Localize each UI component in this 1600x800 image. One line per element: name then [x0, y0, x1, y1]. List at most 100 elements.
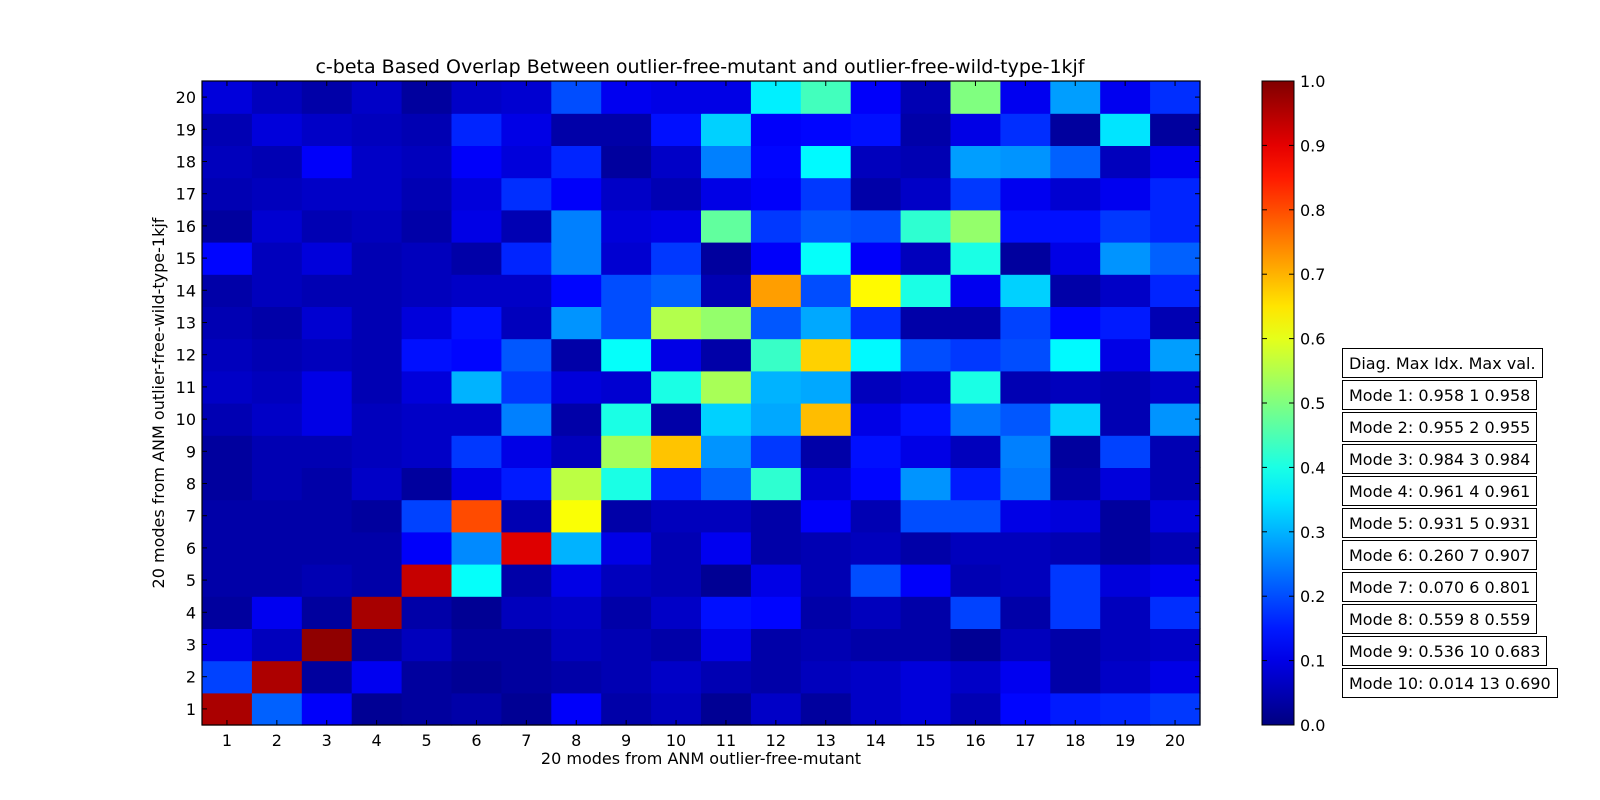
heatmap-cell [202, 338, 253, 372]
heatmap-cell [251, 403, 303, 436]
y-axis-label: 20 modes from ANM outlier-free-wild-type… [149, 217, 168, 588]
heatmap-cell [651, 338, 702, 372]
heatmap-cell [1000, 145, 1051, 179]
heatmap-cell [1100, 403, 1151, 436]
heatmap-cell [651, 499, 702, 533]
heatmap-cell [301, 628, 353, 662]
heatmap-cell [950, 209, 1001, 243]
heatmap-cell [950, 242, 1001, 275]
colorbar-tick-label: 0.9 [1300, 136, 1325, 155]
heatmap-cell [701, 628, 752, 662]
heatmap-cell [202, 403, 253, 436]
heatmap-cell [1000, 467, 1051, 501]
heatmap-cell [351, 209, 403, 243]
y-tick-label: 1 [186, 700, 196, 719]
y-tick-label: 17 [176, 185, 196, 204]
heatmap-cell [950, 628, 1001, 662]
heatmap-cell [251, 564, 303, 597]
heatmap-cell [750, 403, 802, 436]
heatmap-cell [651, 435, 702, 468]
heatmap-cell [651, 242, 702, 275]
legend-row: Mode 3: 0.984 3 0.984 [1342, 444, 1538, 474]
x-axis-label: 20 modes from ANM outlier-free-mutant [541, 749, 861, 768]
heatmap-cell [351, 145, 403, 179]
heatmap-cell [601, 499, 652, 533]
heatmap-cell [750, 113, 802, 146]
heatmap-cell [800, 499, 852, 533]
y-tick-label: 13 [176, 314, 196, 333]
heatmap-cell [1150, 113, 1201, 146]
heatmap-cell [451, 467, 502, 501]
heatmap-cell [451, 403, 502, 436]
heatmap-cell [800, 531, 852, 565]
heatmap-cell [401, 370, 453, 404]
x-tick-label: 14 [865, 731, 885, 750]
heatmap-cell [651, 628, 702, 662]
heatmap-cell [501, 564, 552, 597]
heatmap-cell [202, 145, 253, 179]
heatmap-cell [750, 370, 802, 404]
heatmap-cell [750, 338, 802, 372]
heatmap-cell [1100, 467, 1151, 501]
heatmap-cell [551, 531, 602, 565]
heatmap-cell [1000, 242, 1051, 275]
legend-row: Mode 9: 0.536 10 0.683 [1342, 636, 1548, 666]
heatmap-cell [950, 113, 1001, 146]
heatmap-cell [1100, 81, 1151, 114]
heatmap-cell [601, 209, 652, 243]
heatmap-cell [401, 596, 453, 629]
heatmap-cell [1100, 274, 1151, 307]
heatmap-cell [900, 467, 952, 501]
heatmap-cell [401, 177, 453, 211]
heatmap-cell [1100, 145, 1151, 179]
heatmap-cell [551, 435, 602, 468]
y-tick-label: 12 [176, 346, 196, 365]
colorbar-tick-label: 0.0 [1300, 716, 1325, 735]
heatmap-cell [601, 564, 652, 597]
heatmap-cell [1150, 628, 1201, 662]
heatmap-cell [551, 370, 602, 404]
heatmap-cell [351, 306, 403, 340]
heatmap-cell [800, 81, 852, 114]
heatmap-cell [601, 242, 652, 275]
heatmap-cell [800, 628, 852, 662]
heatmap-cell [351, 403, 403, 436]
heatmap-cell [451, 306, 502, 340]
heatmap-cell [1150, 209, 1201, 243]
heatmap-cell [1050, 306, 1101, 340]
heatmap-cell [401, 564, 453, 597]
heatmap-cell [401, 306, 453, 340]
heatmap-cell [850, 177, 902, 211]
heatmap-cell [401, 242, 453, 275]
heatmap-cell [551, 499, 602, 533]
heatmap-cell [401, 338, 453, 372]
heatmap-cell [451, 531, 502, 565]
y-tick-label: 3 [186, 636, 196, 655]
heatmap-cell [701, 274, 752, 307]
heatmap-cell [251, 81, 303, 114]
heatmap-cell [800, 306, 852, 340]
heatmap-cell [900, 660, 952, 694]
heatmap-cell [351, 564, 403, 597]
heatmap-cell [601, 274, 652, 307]
heatmap-cell [850, 274, 902, 307]
heatmap-cell [251, 177, 303, 211]
heatmap-cell [501, 403, 552, 436]
colorbar-tick-label: 0.8 [1300, 201, 1325, 220]
heatmap-cell [750, 242, 802, 275]
heatmap-cell [651, 274, 702, 307]
heatmap-cell [401, 531, 453, 565]
heatmap-cell [351, 242, 403, 275]
heatmap-cell [800, 274, 852, 307]
heatmap-cell [501, 242, 552, 275]
heatmap-cell [202, 274, 253, 307]
heatmap-cell [850, 81, 902, 114]
heatmap-cell [301, 596, 353, 629]
heatmap-cell [900, 113, 952, 146]
heatmap-cell [750, 81, 802, 114]
heatmap-cell [251, 306, 303, 340]
heatmap-cell [1000, 564, 1051, 597]
heatmap-cell [651, 370, 702, 404]
heatmap-cell [501, 145, 552, 179]
